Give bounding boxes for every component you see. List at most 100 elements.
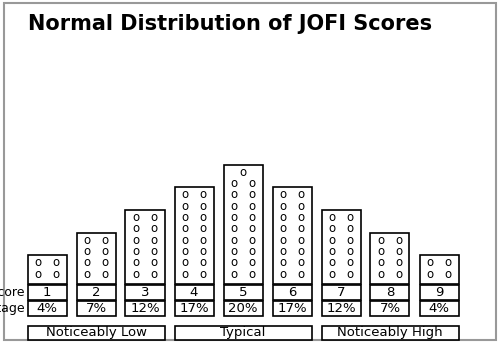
Text: o: o (101, 268, 108, 281)
Text: o: o (199, 256, 206, 269)
Text: o: o (199, 234, 206, 247)
Bar (174, 326, 312, 340)
Text: o: o (231, 211, 238, 224)
Bar (272, 187, 312, 284)
Text: 3: 3 (141, 286, 149, 299)
Text: o: o (133, 245, 140, 258)
Text: 4: 4 (190, 286, 198, 299)
Text: o: o (133, 222, 140, 235)
Text: o: o (248, 245, 255, 258)
Text: o: o (101, 245, 108, 258)
Text: 20%: 20% (228, 303, 258, 315)
Text: o: o (378, 256, 385, 269)
Text: o: o (248, 268, 255, 281)
Text: o: o (329, 222, 336, 235)
Text: o: o (150, 234, 157, 247)
Text: 8: 8 (386, 286, 394, 299)
Text: Noticeably High: Noticeably High (337, 326, 443, 339)
Text: o: o (280, 200, 287, 213)
Text: o: o (329, 245, 336, 258)
Text: o: o (346, 256, 353, 269)
Bar (370, 233, 410, 284)
Text: o: o (346, 268, 353, 281)
Text: o: o (182, 188, 189, 201)
Text: 2: 2 (92, 286, 100, 299)
Text: o: o (427, 268, 434, 281)
Text: 6: 6 (288, 286, 296, 299)
Text: o: o (280, 234, 287, 247)
Bar (174, 285, 214, 300)
Bar (126, 210, 164, 284)
Bar (370, 301, 410, 316)
Text: o: o (231, 234, 238, 247)
Text: o: o (199, 188, 206, 201)
Text: o: o (346, 234, 353, 247)
Text: o: o (133, 256, 140, 269)
Text: o: o (297, 200, 304, 213)
Text: o: o (444, 268, 451, 281)
Text: o: o (182, 268, 189, 281)
Text: o: o (248, 200, 255, 213)
Text: o: o (182, 211, 189, 224)
Text: o: o (297, 222, 304, 235)
Text: o: o (329, 268, 336, 281)
Text: o: o (329, 234, 336, 247)
Text: o: o (52, 268, 59, 281)
Text: Percentage: Percentage (0, 303, 25, 315)
Text: o: o (199, 200, 206, 213)
Text: o: o (231, 200, 238, 213)
Text: o: o (280, 211, 287, 224)
Text: o: o (240, 166, 246, 179)
Text: o: o (280, 268, 287, 281)
Text: o: o (248, 234, 255, 247)
Text: o: o (84, 245, 91, 258)
Text: o: o (248, 256, 255, 269)
Text: o: o (231, 188, 238, 201)
Text: o: o (182, 256, 189, 269)
Text: o: o (329, 256, 336, 269)
Bar (224, 165, 262, 284)
Text: o: o (280, 245, 287, 258)
Bar (322, 210, 360, 284)
Text: 1: 1 (43, 286, 52, 299)
Bar (370, 285, 410, 300)
Text: 7%: 7% (380, 303, 400, 315)
Text: o: o (329, 211, 336, 224)
Text: 7%: 7% (86, 303, 106, 315)
Text: o: o (199, 245, 206, 258)
Text: o: o (395, 268, 402, 281)
Text: o: o (133, 268, 140, 281)
Bar (420, 285, 459, 300)
Text: o: o (427, 256, 434, 269)
Text: o: o (182, 234, 189, 247)
Text: o: o (150, 256, 157, 269)
Text: o: o (248, 177, 255, 190)
Text: o: o (395, 256, 402, 269)
Text: o: o (297, 211, 304, 224)
Text: o: o (35, 268, 42, 281)
Bar (420, 255, 459, 284)
Text: o: o (297, 268, 304, 281)
Bar (126, 285, 164, 300)
Text: o: o (150, 245, 157, 258)
Text: o: o (150, 222, 157, 235)
Text: 17%: 17% (277, 303, 307, 315)
Bar (28, 255, 66, 284)
Text: o: o (199, 268, 206, 281)
Text: o: o (84, 256, 91, 269)
Text: 4%: 4% (428, 303, 450, 315)
Text: 12%: 12% (326, 303, 356, 315)
Text: o: o (297, 234, 304, 247)
Bar (272, 285, 312, 300)
Bar (126, 301, 164, 316)
Text: o: o (52, 256, 59, 269)
Text: Normal Distribution of JOFI Scores: Normal Distribution of JOFI Scores (28, 14, 431, 34)
Bar (174, 187, 214, 284)
Text: o: o (231, 268, 238, 281)
Text: o: o (199, 222, 206, 235)
Text: o: o (378, 268, 385, 281)
Text: Typical: Typical (220, 326, 266, 339)
Text: o: o (346, 211, 353, 224)
Text: o: o (395, 234, 402, 247)
Text: o: o (395, 245, 402, 258)
